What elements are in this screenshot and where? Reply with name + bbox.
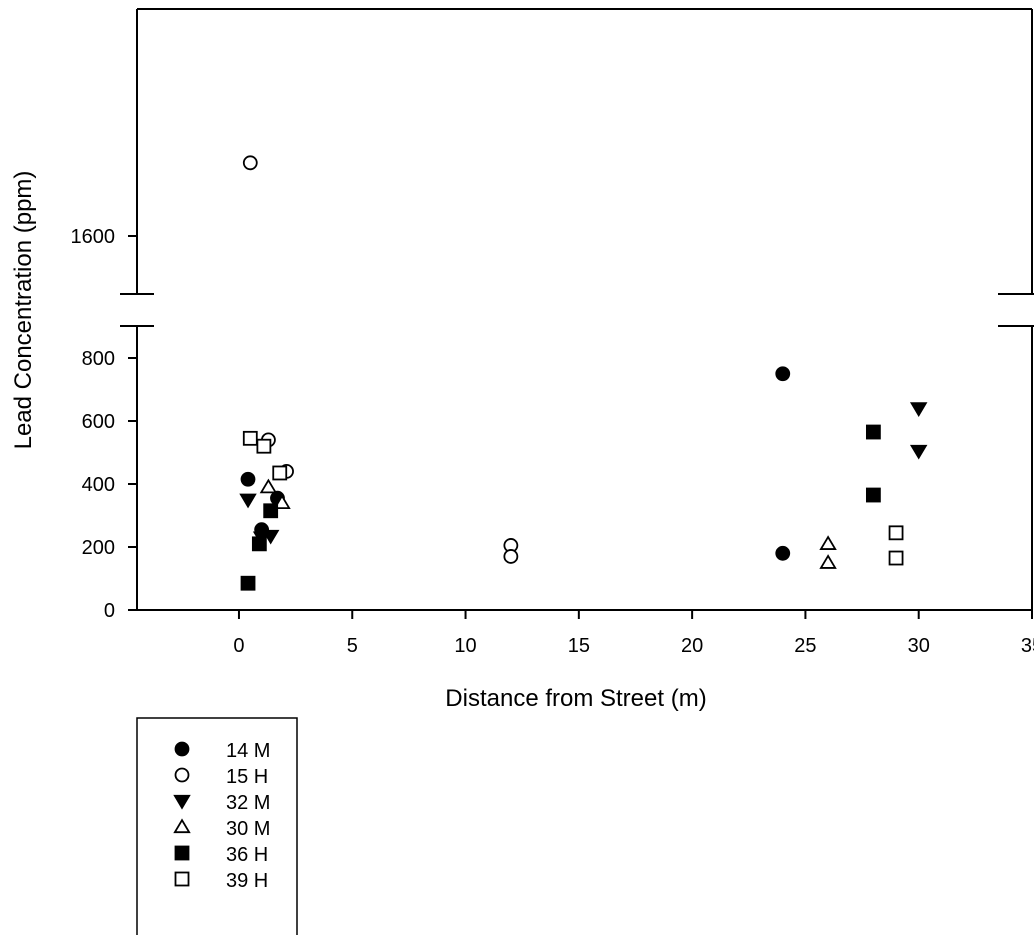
legend-marker xyxy=(174,741,190,757)
legend-marker xyxy=(173,818,191,834)
data-point xyxy=(273,494,291,510)
legend-label: 36 H xyxy=(226,844,268,866)
legend-marker xyxy=(174,767,190,783)
data-point xyxy=(272,465,288,481)
x-axis-label: Distance from Street (m) xyxy=(445,685,706,712)
legend-marker xyxy=(174,871,190,887)
data-point xyxy=(240,471,256,487)
legend-label: 15 H xyxy=(226,766,268,788)
y-tick-label: 400 xyxy=(82,474,115,496)
data-point xyxy=(888,525,904,541)
x-axis-ticks: 0 5 10 15 20 25 30 35 xyxy=(233,610,1034,657)
data-point xyxy=(263,503,279,519)
legend-label: 30 M xyxy=(226,818,270,840)
x-tick-label: 30 xyxy=(908,635,930,657)
data-point xyxy=(251,536,267,552)
x-tick-label: 35 xyxy=(1021,635,1034,657)
y-axis-label: Lead Concentration (ppm) xyxy=(10,171,37,450)
data-point xyxy=(256,438,272,454)
y-tick-label: 600 xyxy=(82,411,115,433)
legend: 14 M 15 H 32 M 30 M 36 H 39 H xyxy=(136,717,298,935)
data-point xyxy=(909,444,928,460)
x-tick-label: 5 xyxy=(347,635,358,657)
legend-label: 32 M xyxy=(226,792,270,814)
x-tick-label: 25 xyxy=(794,635,816,657)
data-point xyxy=(259,478,278,494)
legend-label: 39 H xyxy=(226,870,268,892)
legend-label: 14 M xyxy=(226,740,270,762)
y-tick-label: 1600 xyxy=(71,226,116,248)
legend-marker xyxy=(173,794,191,810)
data-point xyxy=(909,402,928,417)
x-tick-label: 10 xyxy=(454,635,476,657)
data-point xyxy=(819,554,837,569)
y-tick-label: 800 xyxy=(82,348,115,370)
series-32-m xyxy=(239,402,928,547)
y-tick-label: 200 xyxy=(82,537,115,559)
y-tick-label: 0 xyxy=(104,600,115,622)
data-point xyxy=(819,535,837,550)
data-point xyxy=(242,155,258,171)
data-point xyxy=(865,487,881,503)
data-point xyxy=(240,575,256,591)
series-30-m xyxy=(259,478,837,569)
y-axis-ticks: 0 200 400 600 800 1600 xyxy=(71,226,137,622)
data-point xyxy=(865,424,881,440)
data-points xyxy=(239,155,928,591)
legend-marker xyxy=(174,845,190,861)
data-point xyxy=(888,550,904,566)
legend-box xyxy=(136,717,298,935)
series-36-h xyxy=(240,424,881,591)
series-39-h xyxy=(242,430,904,566)
data-point xyxy=(242,430,258,446)
series-14-m xyxy=(240,366,791,561)
data-point xyxy=(239,493,257,509)
x-tick-label: 0 xyxy=(233,635,244,657)
data-point xyxy=(775,366,791,382)
plot-frame xyxy=(120,8,1034,611)
x-tick-label: 15 xyxy=(568,635,590,657)
x-tick-label: 20 xyxy=(681,635,703,657)
data-point xyxy=(775,545,791,561)
data-point xyxy=(261,529,280,545)
data-point xyxy=(503,549,519,564)
